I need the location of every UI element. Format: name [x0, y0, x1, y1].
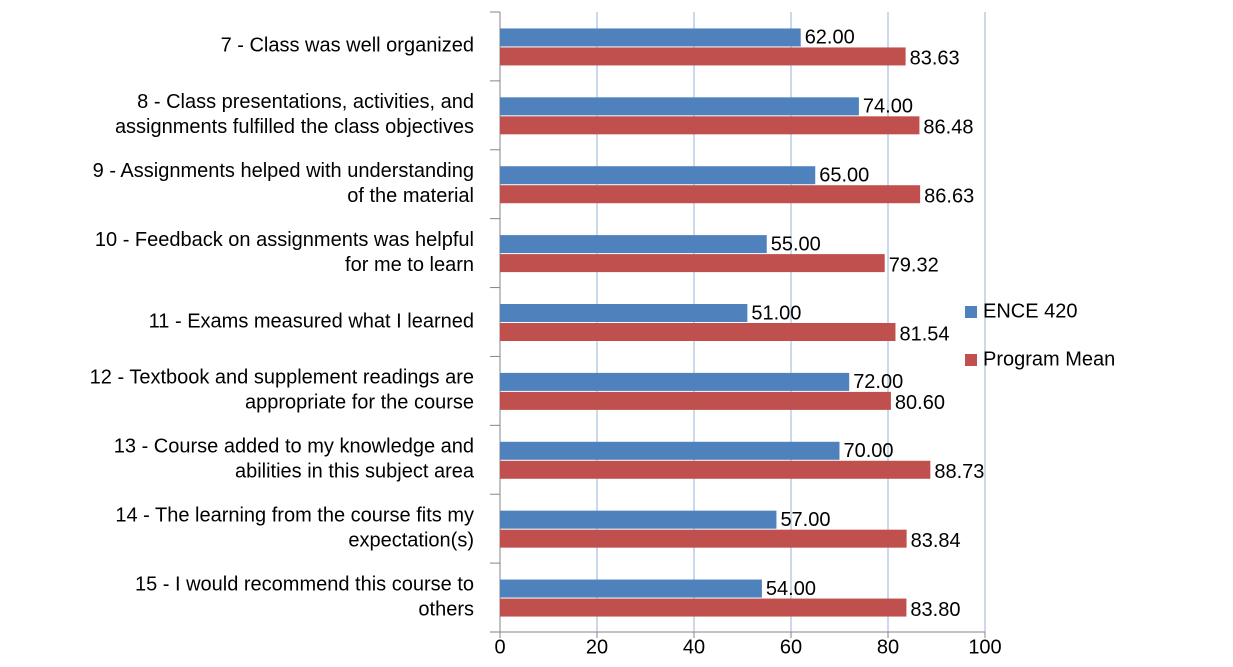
bar: [500, 579, 762, 598]
value-label: 88.73: [934, 461, 984, 483]
bar: [500, 529, 907, 548]
value-label: 70.00: [844, 440, 894, 462]
value-label: 83.63: [910, 48, 960, 70]
category-label: 9 - Assignments helped with understandin…: [93, 160, 474, 182]
bar: [500, 97, 859, 116]
bar: [500, 47, 906, 66]
bar: [500, 166, 816, 185]
category-label: for me to learn: [345, 254, 474, 276]
bar: [500, 441, 840, 460]
value-label: 54.00: [766, 578, 816, 600]
value-label: 81.54: [899, 323, 949, 345]
bar: [500, 323, 896, 341]
value-label: 74.00: [863, 96, 913, 118]
bar: [500, 28, 801, 47]
value-label: 83.80: [910, 599, 960, 621]
category-label: 8 - Class presentations, activities, and: [137, 91, 474, 113]
value-label: 80.60: [895, 392, 945, 414]
bar: [500, 185, 921, 204]
x-tick-label: 0: [494, 636, 505, 658]
bar: [500, 598, 907, 617]
value-label: 86.63: [924, 186, 974, 208]
legend-label: Program Mean: [983, 348, 1115, 370]
category-label: 7 - Class was well organized: [221, 35, 474, 57]
bar: [500, 372, 850, 391]
bar: [500, 254, 885, 273]
value-label: 72.00: [853, 371, 903, 393]
category-label: assignments fulfilled the class objectiv…: [115, 116, 474, 138]
bar: [500, 304, 748, 322]
value-label: 62.00: [805, 27, 855, 49]
category-label: of the material: [347, 185, 474, 207]
legend-swatch: [965, 306, 977, 318]
x-tick-label: 60: [780, 636, 802, 658]
x-tick-label: 80: [877, 636, 899, 658]
value-label: 51.00: [751, 302, 801, 324]
category-label: 14 - The learning from the course fits m…: [115, 504, 474, 526]
category-label: abilities in this subject area: [235, 461, 475, 483]
bar: [500, 116, 920, 135]
category-label: 13 - Course added to my knowledge and: [114, 436, 474, 458]
category-label: 10 - Feedback on assignments was helpful: [95, 229, 474, 251]
bar: [500, 235, 767, 254]
value-label: 83.84: [911, 530, 961, 552]
category-label: 15 - I would recommend this course to: [135, 573, 474, 595]
category-label: appropriate for the course: [245, 392, 474, 414]
value-label: 57.00: [780, 509, 830, 531]
legend-label: ENCE 420: [983, 300, 1078, 322]
value-label: 86.48: [923, 117, 973, 139]
x-tick-label: 40: [683, 636, 705, 658]
category-label: others: [418, 598, 474, 620]
value-label: 55.00: [771, 233, 821, 255]
category-label: 11 - Exams measured what I learned: [149, 310, 474, 332]
category-label: 12 - Textbook and supplement readings ar…: [90, 367, 474, 389]
bar: [500, 510, 777, 529]
bar: [500, 460, 931, 479]
x-tick-label: 20: [586, 636, 608, 658]
category-label: expectation(s): [348, 529, 474, 551]
bar: [500, 391, 891, 410]
legend-swatch: [965, 354, 977, 366]
value-label: 65.00: [819, 165, 869, 187]
x-tick-label: 100: [968, 636, 1001, 658]
value-label: 79.32: [889, 254, 939, 276]
